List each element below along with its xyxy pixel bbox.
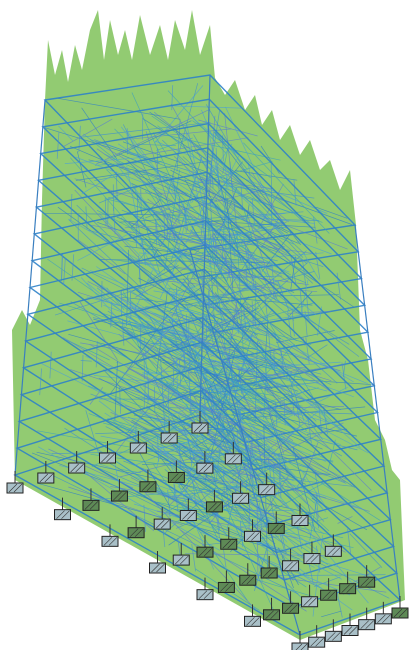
structure-render (0, 0, 414, 650)
support (292, 643, 308, 650)
column (179, 197, 180, 222)
page: (() => { const svg = document.getElement… (0, 0, 414, 650)
